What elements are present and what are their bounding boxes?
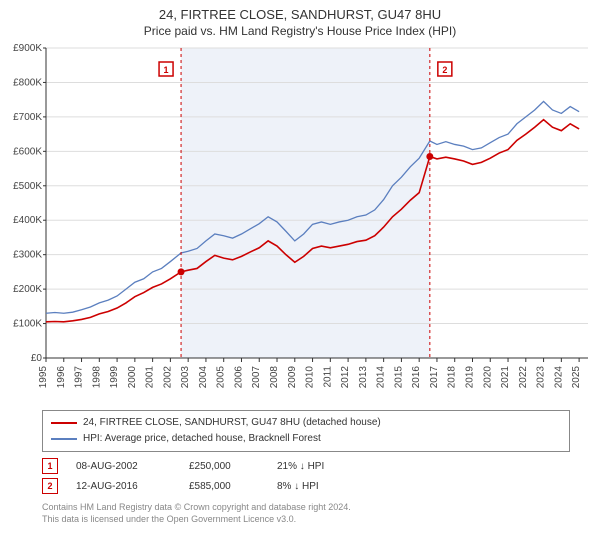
svg-text:£800K: £800K [13, 78, 42, 89]
legend-item-hpi: HPI: Average price, detached house, Brac… [51, 431, 561, 447]
sale-price-2: £585,000 [189, 481, 259, 492]
svg-text:2012: 2012 [340, 366, 351, 389]
svg-text:2023: 2023 [536, 366, 547, 389]
line-chart-svg: £0 £100K £200K £300K £400K £500K £600K £700K £80… [0, 42, 600, 402]
svg-text:£900K: £900K [13, 43, 42, 54]
svg-text:2001: 2001 [145, 366, 156, 389]
chart-title: 24, FIRTREE CLOSE, SANDHURST, GU47 8HU [0, 0, 600, 24]
svg-text:2020: 2020 [482, 366, 493, 389]
legend-label-property: 24, FIRTREE CLOSE, SANDHURST, GU47 8HU (… [83, 415, 381, 431]
svg-text:£500K: £500K [13, 181, 42, 192]
svg-text:2009: 2009 [287, 366, 298, 389]
svg-text:2005: 2005 [216, 366, 227, 389]
svg-text:£300K: £300K [13, 250, 42, 261]
sale-date-1: 08-AUG-2002 [76, 461, 171, 472]
legend-swatch-property [51, 422, 77, 424]
svg-text:2010: 2010 [305, 366, 316, 389]
svg-text:£100K: £100K [13, 319, 42, 330]
svg-text:2019: 2019 [464, 366, 475, 389]
svg-text:1999: 1999 [109, 366, 120, 389]
svg-text:2024: 2024 [553, 366, 564, 389]
svg-text:£0: £0 [31, 353, 43, 364]
footer: Contains HM Land Registry data © Crown c… [42, 502, 570, 525]
svg-text:1998: 1998 [91, 366, 102, 389]
sale-rows: 1 08-AUG-2002 £250,000 21% ↓ HPI 2 12-AU… [42, 458, 570, 494]
sale-marker-2: 2 [42, 478, 58, 494]
svg-text:2018: 2018 [447, 366, 458, 389]
svg-text:£200K: £200K [13, 284, 42, 295]
svg-text:2013: 2013 [358, 366, 369, 389]
legend-swatch-hpi [51, 438, 77, 440]
chart-area: £0 £100K £200K £300K £400K £500K £600K £700K £80… [0, 42, 600, 402]
svg-text:2015: 2015 [393, 366, 404, 389]
svg-text:2004: 2004 [198, 366, 209, 389]
sale-date-2: 12-AUG-2016 [76, 481, 171, 492]
svg-text:2002: 2002 [162, 366, 173, 389]
svg-text:£700K: £700K [13, 112, 42, 123]
svg-text:2021: 2021 [500, 366, 511, 389]
svg-text:£600K: £600K [13, 147, 42, 158]
svg-text:2000: 2000 [127, 366, 138, 389]
footer-line-1: Contains HM Land Registry data © Crown c… [42, 502, 570, 514]
svg-text:2016: 2016 [411, 366, 422, 389]
svg-text:1: 1 [164, 65, 169, 75]
sale-row-1: 1 08-AUG-2002 £250,000 21% ↓ HPI [42, 458, 570, 474]
sale-diff-1: 21% ↓ HPI [277, 461, 357, 472]
svg-text:2007: 2007 [251, 366, 262, 389]
svg-text:1997: 1997 [74, 366, 85, 389]
sale-row-2: 2 12-AUG-2016 £585,000 8% ↓ HPI [42, 478, 570, 494]
svg-text:2006: 2006 [233, 366, 244, 389]
svg-text:2011: 2011 [322, 366, 333, 388]
svg-text:2: 2 [442, 65, 447, 75]
footer-line-2: This data is licensed under the Open Gov… [42, 514, 570, 526]
legend: 24, FIRTREE CLOSE, SANDHURST, GU47 8HU (… [42, 410, 570, 452]
sale-diff-2: 8% ↓ HPI [277, 481, 357, 492]
svg-text:2003: 2003 [180, 366, 191, 389]
chart-subtitle: Price paid vs. HM Land Registry's House … [0, 24, 600, 42]
svg-text:1996: 1996 [56, 366, 67, 389]
sale-price-1: £250,000 [189, 461, 259, 472]
svg-text:£400K: £400K [13, 215, 42, 226]
svg-text:2017: 2017 [429, 366, 440, 389]
legend-label-hpi: HPI: Average price, detached house, Brac… [83, 431, 321, 447]
svg-text:2008: 2008 [269, 366, 280, 389]
legend-item-property: 24, FIRTREE CLOSE, SANDHURST, GU47 8HU (… [51, 415, 561, 431]
sale-marker-1: 1 [42, 458, 58, 474]
svg-text:2022: 2022 [518, 366, 529, 389]
svg-text:1995: 1995 [38, 366, 49, 389]
svg-text:2025: 2025 [571, 366, 582, 389]
svg-text:2014: 2014 [376, 366, 387, 389]
